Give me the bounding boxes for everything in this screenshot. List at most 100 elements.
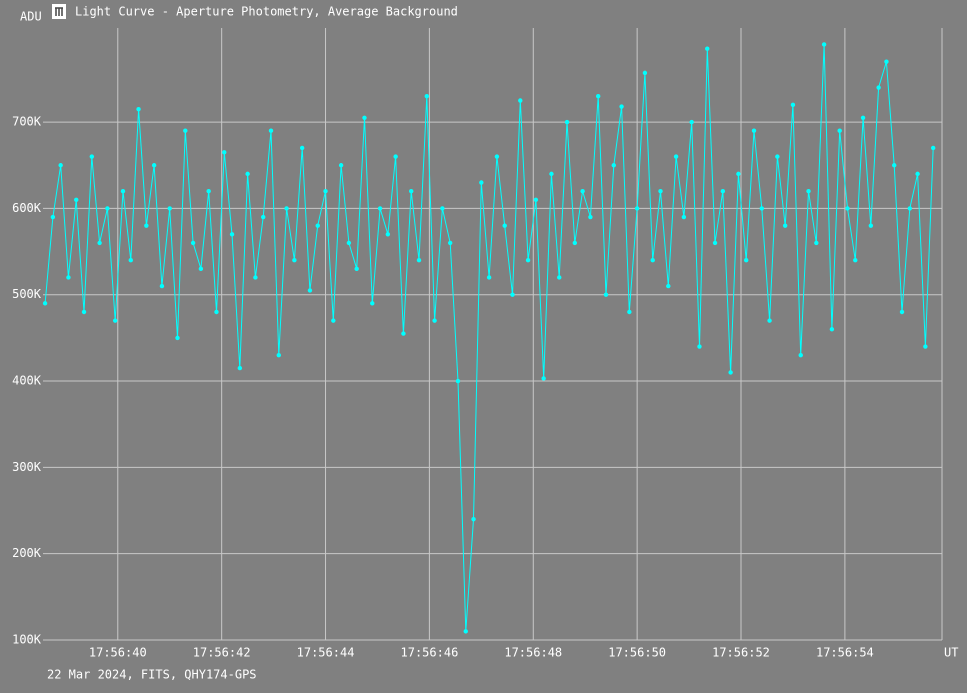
data-point [533, 197, 539, 202]
y-tick-label: 600K [12, 201, 42, 215]
data-point [744, 257, 749, 263]
data-point [144, 223, 149, 228]
chart-title: Light Curve - Aperture Photometry, Avera… [75, 5, 458, 19]
data-point [362, 115, 367, 120]
data-point [557, 275, 562, 280]
data-point [588, 214, 593, 220]
data-point [915, 171, 920, 177]
data-point [572, 240, 578, 246]
data-point [884, 59, 889, 64]
data-point [502, 223, 507, 228]
x-tick-label: 17:56:44 [297, 646, 355, 660]
data-point [268, 128, 274, 133]
data-point [712, 240, 718, 246]
data-point [183, 128, 188, 133]
data-point [494, 154, 500, 159]
data-point [790, 102, 796, 108]
data-point [759, 206, 764, 211]
data-point [206, 188, 211, 194]
data-point [198, 266, 204, 272]
data-point [907, 206, 913, 211]
data-point [307, 288, 313, 293]
data-point [486, 275, 492, 280]
data-point [860, 115, 866, 120]
footer: 22 Mar 2024, FITS, QHY174-GPS [47, 668, 257, 682]
data-point [767, 318, 772, 323]
data-point [74, 197, 79, 202]
data-point [689, 119, 694, 125]
x-tick-label: 17:56:52 [712, 646, 770, 660]
data-point [564, 119, 570, 125]
data-point [229, 232, 235, 237]
data-point [284, 206, 289, 211]
x-tick-label: 17:56:50 [608, 646, 666, 660]
x-tick-label: 17:56:40 [89, 646, 147, 660]
data-point [393, 154, 398, 159]
x-tick-label: 17:56:48 [504, 646, 562, 660]
data-point [681, 214, 687, 220]
data-point [237, 365, 243, 371]
data-point [346, 240, 352, 246]
y-tick-label: 200K [12, 546, 42, 560]
data-point [705, 46, 710, 51]
data-point [510, 292, 515, 297]
data-point [370, 301, 375, 306]
data-point [806, 188, 811, 194]
y-tick-label: 500K [12, 287, 42, 301]
data-point [829, 327, 835, 332]
data-point [853, 257, 858, 263]
data-point [720, 188, 726, 194]
data-point [315, 223, 320, 228]
data-point [323, 188, 328, 194]
data-point [798, 352, 803, 358]
data-point [440, 206, 445, 211]
data-point [112, 318, 118, 323]
y-tick-label: 400K [12, 374, 42, 388]
data-point [821, 42, 827, 47]
data-point [930, 145, 936, 151]
data-point [642, 70, 648, 76]
data-point [923, 344, 928, 349]
data-point [634, 206, 640, 211]
data-point [416, 257, 422, 263]
window-icon-glyph [55, 7, 63, 16]
data-point [128, 257, 133, 263]
data-point [728, 370, 733, 375]
data-point [619, 104, 624, 109]
data-point [214, 309, 219, 315]
data-point [447, 240, 453, 246]
data-point [837, 128, 842, 133]
data-point [471, 516, 476, 522]
data-point [190, 240, 196, 246]
y-tick-label: 100K [12, 633, 42, 647]
data-point [751, 128, 757, 133]
data-point [377, 206, 383, 211]
y-tick-label: 700K [12, 115, 42, 129]
data-point [525, 257, 531, 263]
x-tick-label: 17:56:42 [193, 646, 251, 660]
data-point [58, 163, 63, 168]
data-point [541, 376, 546, 381]
data-point [276, 352, 281, 358]
data-point [120, 188, 126, 194]
y-tick-label: 300K [12, 460, 42, 474]
data-point [245, 171, 250, 177]
data-point [42, 301, 48, 306]
data-point [595, 93, 601, 99]
data-point [814, 240, 819, 246]
data-point [222, 150, 227, 155]
data-point [81, 309, 87, 315]
y-axis-label: ADU [20, 10, 42, 24]
data-point [666, 283, 671, 289]
data-point [253, 275, 258, 280]
data-point [549, 171, 554, 177]
data-point [66, 275, 71, 280]
data-point [697, 344, 702, 349]
data-point [658, 188, 663, 194]
data-point [50, 214, 56, 220]
data-point [876, 85, 881, 90]
data-point [89, 154, 95, 159]
data-point [432, 318, 437, 323]
data-point [650, 257, 655, 263]
